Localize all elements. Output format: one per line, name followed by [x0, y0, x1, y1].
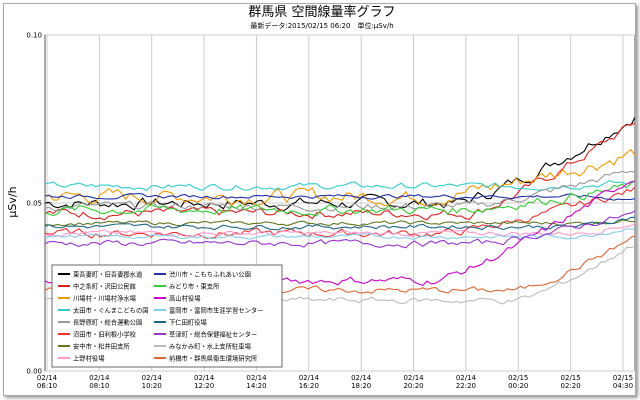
x-tick-date: 02/14	[142, 374, 163, 382]
legend-entry: 前橋市・群馬県衛生環境研究所	[169, 353, 258, 362]
y-tick-label: 0.05	[26, 200, 42, 208]
x-tick-time: 06:10	[37, 382, 57, 390]
y-axis-label: μSv/h	[6, 186, 19, 217]
legend-entry: 草津町・総合保健福祉センター	[169, 329, 257, 338]
legend: 東吾妻町・旧吾妻郡水道中之条町・沢田公民館川場村・川場村浄水場太田市・ぐんまこど…	[51, 264, 283, 368]
series-line-4	[44, 170, 635, 212]
series-line-6	[44, 219, 635, 227]
x-tick-time: 00:20	[508, 382, 528, 390]
legend-entry: 上野村役場	[73, 353, 105, 362]
series-line-2	[44, 148, 635, 207]
legend-entry: 安中市・松井田支所	[73, 341, 130, 350]
chart-svg: 群馬県 空間線量率グラフ 最新データ:2015/02/15 06:20 単位:μ…	[6, 4, 635, 390]
series-line-7	[44, 223, 635, 238]
x-tick-date: 02/14	[403, 374, 424, 382]
series-line-9	[44, 179, 635, 217]
legend-box	[51, 264, 283, 368]
x-tick-time: 18:20	[351, 382, 371, 390]
x-tick-time: 16:20	[299, 382, 319, 390]
legend-entry: 渋川市・こもちふれあい公園	[169, 269, 251, 278]
x-tick-date: 02/14	[89, 374, 110, 382]
x-tick-time: 20:20	[403, 382, 423, 390]
x-tick-time: 08:10	[89, 382, 109, 390]
x-tick-date: 02/15	[613, 374, 633, 382]
chart-title: 群馬県 空間線量率グラフ	[248, 4, 395, 20]
x-tick-date: 02/15	[508, 374, 528, 382]
legend-entry: 太田市・ぐんまこどもの国	[73, 305, 149, 314]
x-tick-date: 02/14	[37, 374, 58, 382]
series-line-8	[44, 192, 635, 201]
chart-subtitle: 最新データ:2015/02/15 06:20 単位:μSv/h	[250, 21, 393, 30]
x-tick-time: 04:30	[613, 382, 633, 390]
legend-entry: 長野原町・総合運動公園	[73, 317, 142, 326]
series-line-5	[44, 186, 635, 239]
legend-entry: 高山村役場	[169, 293, 201, 302]
x-tick-date: 02/14	[456, 374, 477, 382]
x-tick-time: 02:20	[561, 382, 581, 390]
x-tick-date: 02/14	[246, 374, 267, 382]
legend-entry: 沼田市・旧利根小学校	[73, 329, 137, 338]
legend-entry: 中之条町・沢田公民館	[73, 281, 136, 290]
series-line-13	[44, 210, 635, 249]
legend-entry: みどり市・東支所	[169, 281, 220, 290]
legend-entry: みなかみ町・水上支所駐車場	[169, 341, 252, 350]
legend-entry: 東吾妻町・旧吾妻郡水道	[73, 269, 143, 278]
y-tick-label: 0.00	[26, 368, 42, 376]
legend-entry: 富岡市・富岡市生涯学習センター	[169, 305, 263, 314]
x-tick-time: 12:20	[194, 382, 214, 390]
y-tick-label: 0.10	[26, 32, 42, 40]
x-tick-time: 14:20	[246, 382, 266, 390]
x-tick-date: 02/14	[351, 374, 372, 382]
chart-frame: 群馬県 空間線量率グラフ 最新データ:2015/02/15 06:20 単位:μ…	[3, 3, 636, 396]
x-tick-date: 02/15	[561, 374, 581, 382]
series-line-12	[44, 216, 635, 231]
x-tick-date: 02/14	[194, 374, 215, 382]
series-line-3	[44, 179, 635, 192]
x-tick-time: 10:20	[142, 382, 162, 390]
legend-entry: 下仁田町役場	[169, 317, 207, 326]
series-line-11	[44, 228, 635, 240]
x-tick-time: 22:20	[456, 382, 476, 390]
legend-entry: 川場村・川場村浄水場	[73, 293, 137, 302]
x-tick-date: 02/14	[299, 374, 320, 382]
